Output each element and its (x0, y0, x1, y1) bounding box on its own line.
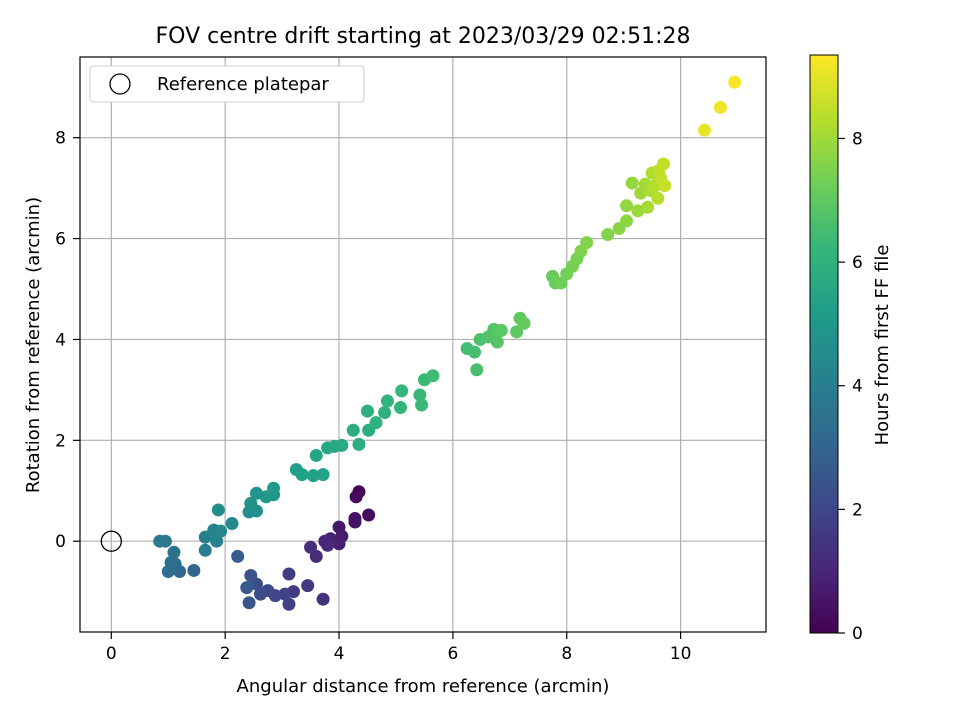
data-point (360, 404, 374, 418)
data-point (517, 316, 531, 330)
x-tick-label: 8 (561, 644, 572, 664)
data-point (304, 540, 318, 554)
data-point (267, 481, 281, 495)
data-point (728, 75, 742, 89)
data-point (362, 508, 376, 522)
data-point (657, 157, 671, 171)
data-point (413, 388, 427, 402)
x-tick-label: 4 (334, 644, 345, 664)
y-axis-ticks: 0 2 4 6 8 (55, 129, 80, 552)
colorbar-tick-label: 6 (852, 253, 863, 273)
data-point (225, 517, 239, 531)
data-point (231, 549, 245, 563)
data-point (214, 524, 228, 538)
y-tick-label: 2 (55, 431, 66, 451)
data-point (306, 469, 320, 483)
data-point (378, 406, 392, 420)
data-point (380, 394, 394, 408)
y-tick-label: 4 (55, 330, 66, 350)
data-point (210, 534, 224, 548)
data-point (153, 534, 167, 548)
y-tick-label: 6 (55, 230, 66, 250)
data-point (253, 587, 267, 601)
legend: Reference platepar (89, 65, 365, 103)
data-point (242, 596, 256, 610)
data-point (198, 530, 212, 544)
data-point (470, 363, 484, 377)
chart-title: FOV centre drift starting at 2023/03/29 … (156, 24, 691, 49)
data-point (369, 416, 383, 430)
data-point (426, 369, 440, 383)
data-point (348, 515, 362, 529)
data-point (494, 323, 508, 337)
colorbar (809, 54, 839, 634)
reference-marker (100, 530, 122, 552)
data-point (335, 438, 349, 452)
data-point (713, 100, 727, 114)
x-axis-label: Angular distance from reference (arcmin) (237, 676, 610, 697)
x-tick-label: 10 (670, 644, 692, 664)
x-gridlines (110, 57, 682, 632)
data-point (240, 581, 254, 595)
data-point (316, 592, 330, 606)
colorbar-tick-label: 8 (852, 129, 863, 149)
data-point (468, 345, 482, 359)
data-point (620, 199, 634, 213)
colorbar-label: Hours from first FF file (872, 245, 893, 446)
reference-point (100, 530, 122, 552)
data-point (395, 384, 409, 398)
data-point (316, 468, 330, 482)
data-point (349, 490, 363, 504)
data-point (625, 176, 639, 190)
data-point (282, 567, 296, 581)
data-points (153, 75, 742, 611)
data-point (352, 437, 366, 451)
data-point (490, 335, 504, 349)
y-axis-label: Rotation from reference (arcmin) (23, 197, 44, 493)
x-axis-ticks: 0 2 4 6 8 10 (106, 632, 692, 664)
data-point (641, 200, 655, 214)
x-tick-label: 2 (220, 644, 231, 664)
data-point (282, 597, 296, 611)
x-tick-label: 6 (447, 644, 458, 664)
y-tick-label: 0 (55, 532, 66, 552)
data-point (698, 123, 712, 137)
data-point (580, 236, 594, 250)
data-point (346, 423, 360, 437)
colorbar-tick-label: 4 (852, 377, 863, 397)
data-point (394, 401, 408, 415)
data-point (309, 448, 323, 462)
data-point (164, 555, 178, 569)
legend-marker-open-circle (109, 73, 131, 95)
colorbar-ticks: 0 2 4 6 8 (838, 129, 863, 644)
data-point (658, 179, 672, 193)
data-point (321, 538, 335, 552)
y-tick-label: 8 (55, 129, 66, 149)
plot-area-frame (79, 56, 767, 633)
data-point (510, 325, 524, 339)
data-point (278, 587, 292, 601)
legend-entry-label: Reference platepar (157, 74, 329, 95)
legend-box (89, 65, 365, 103)
colorbar-tick-label: 0 (852, 624, 863, 644)
colorbar-tick-label: 2 (852, 500, 863, 520)
data-point (244, 496, 258, 510)
data-point (601, 228, 615, 242)
data-point (244, 569, 258, 583)
data-point (211, 503, 225, 517)
data-point (415, 398, 429, 412)
data-point (301, 579, 315, 593)
data-point (620, 214, 634, 228)
data-point (651, 191, 665, 205)
y-gridlines (80, 137, 766, 542)
data-point (167, 545, 181, 559)
data-point (295, 468, 309, 482)
data-point (198, 543, 212, 557)
data-point (187, 563, 201, 577)
x-tick-label: 0 (106, 644, 117, 664)
